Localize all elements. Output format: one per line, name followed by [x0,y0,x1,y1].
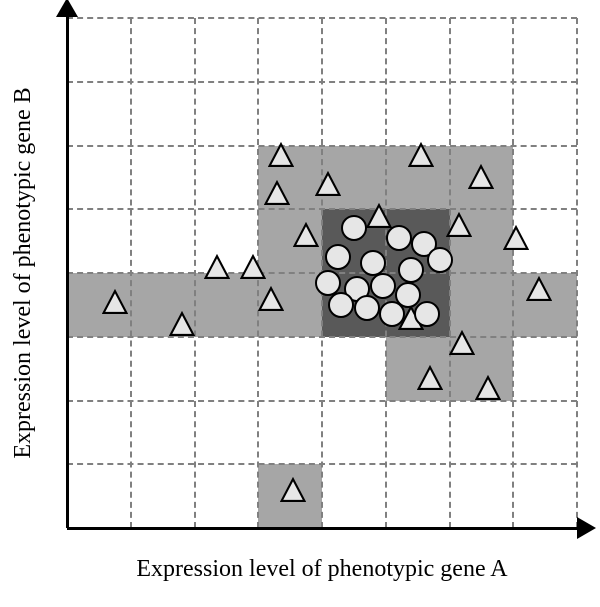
marker-triangle [449,330,475,356]
region-light [450,273,514,337]
marker-circle [427,247,453,273]
marker-circle [370,273,396,299]
gridline-horizontal [67,81,577,83]
marker-triangle [475,375,501,401]
y-axis [66,14,69,528]
gridline-horizontal [67,145,577,147]
marker-triangle [315,171,341,197]
marker-circle [341,215,367,241]
marker-triangle [503,225,529,251]
marker-triangle [366,203,392,229]
marker-triangle [240,254,266,280]
x-axis-arrow-icon [577,517,596,539]
marker-circle [379,301,405,327]
marker-triangle [408,142,434,168]
marker-triangle [468,164,494,190]
marker-triangle [446,212,472,238]
marker-circle [414,301,440,327]
x-axis [67,527,581,530]
y-axis-arrow-icon [56,0,78,17]
gridline-horizontal [67,336,577,338]
gridline-horizontal [67,17,577,19]
marker-triangle [417,365,443,391]
gridline-horizontal [67,463,577,465]
marker-circle [398,257,424,283]
x-axis-label: Expression level of phenotypic gene A [136,556,507,583]
marker-triangle [264,180,290,206]
marker-circle [328,292,354,318]
marker-triangle [280,477,306,503]
marker-triangle [293,222,319,248]
figure: Expression level of phenotypic gene B Ex… [0,0,600,607]
region-light [195,273,259,337]
plot-area [67,18,577,528]
marker-triangle [204,254,230,280]
gridline-horizontal [67,208,577,210]
marker-circle [325,244,351,270]
marker-triangle [268,142,294,168]
marker-triangle [169,311,195,337]
marker-circle [354,295,380,321]
marker-circle [386,225,412,251]
marker-triangle [258,286,284,312]
marker-triangle [102,289,128,315]
y-axis-label: Expression level of phenotypic gene B [10,87,37,458]
marker-triangle [526,276,552,302]
